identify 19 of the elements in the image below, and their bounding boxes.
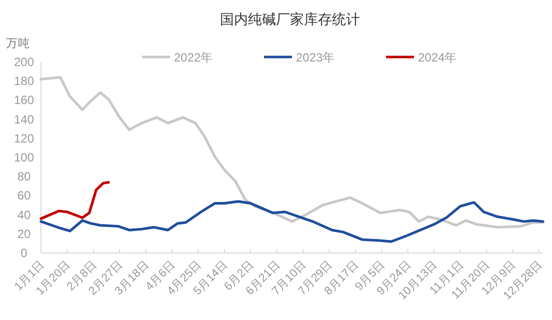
y-tick-label: 140 (14, 112, 34, 126)
y-tick-label: 200 (14, 55, 34, 69)
line-series (40, 200, 544, 243)
y-tick-label: 160 (14, 93, 34, 108)
y-tick-label: 0 (20, 246, 28, 260)
legend-label: 2024年 (418, 50, 457, 64)
y-tick-label: 60 (17, 188, 31, 203)
chart-title: 国内纯碱厂家库存统计 (220, 11, 360, 27)
legend-label: 2023年 (296, 50, 335, 64)
line-series (40, 76, 544, 229)
line-series (40, 181, 110, 220)
legend-label: 2022年 (174, 50, 213, 64)
y-tick-label: 120 (14, 131, 34, 146)
y-tick-label: 180 (14, 74, 34, 88)
y-axis-title: 万吨 (6, 37, 30, 50)
y-tick-label: 40 (17, 208, 31, 222)
y-tick-label: 20 (17, 226, 31, 241)
y-tick-label: 80 (17, 170, 31, 184)
y-tick-label: 100 (14, 150, 34, 164)
